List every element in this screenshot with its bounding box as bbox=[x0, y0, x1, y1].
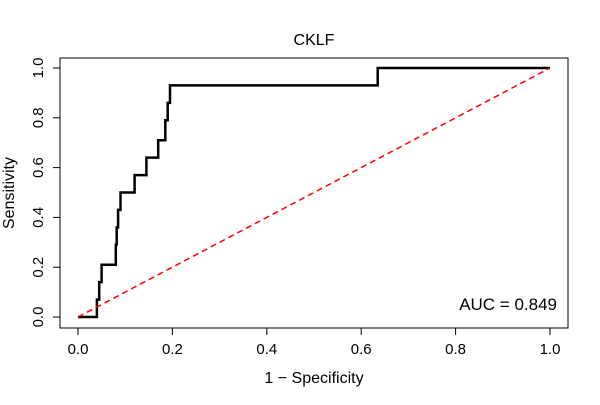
x-axis: 0.0 0.2 0.4 0.6 0.8 1.0 bbox=[68, 327, 561, 358]
auc-annotation: AUC = 0.849 bbox=[459, 295, 557, 314]
roc-curve-line bbox=[78, 66, 550, 319]
y-tick-label: 1.0 bbox=[30, 58, 47, 79]
chart-title: CKLF bbox=[294, 32, 335, 49]
y-tick-label: 0.4 bbox=[30, 207, 47, 228]
x-tick-label: 0.6 bbox=[351, 341, 372, 358]
x-tick-label: 0.2 bbox=[162, 341, 183, 358]
y-tick-label: 0.8 bbox=[30, 107, 47, 128]
chance-diagonal-line bbox=[77, 67, 551, 318]
x-axis-label: 1 − Specificity bbox=[264, 370, 363, 387]
y-tick-label: 0.0 bbox=[30, 307, 47, 328]
y-tick-label: 0.2 bbox=[30, 257, 47, 278]
y-axis-label: Sensitivity bbox=[1, 157, 18, 229]
x-tick-label: 1.0 bbox=[540, 341, 561, 358]
y-tick-label: 0.6 bbox=[30, 157, 47, 178]
series-layer bbox=[77, 66, 551, 319]
x-tick-label: 0.0 bbox=[68, 341, 89, 358]
y-axis: 0.0 0.2 0.4 0.6 0.8 1.0 bbox=[30, 58, 61, 328]
x-tick-label: 0.8 bbox=[445, 341, 466, 358]
x-tick-label: 0.4 bbox=[256, 341, 277, 358]
